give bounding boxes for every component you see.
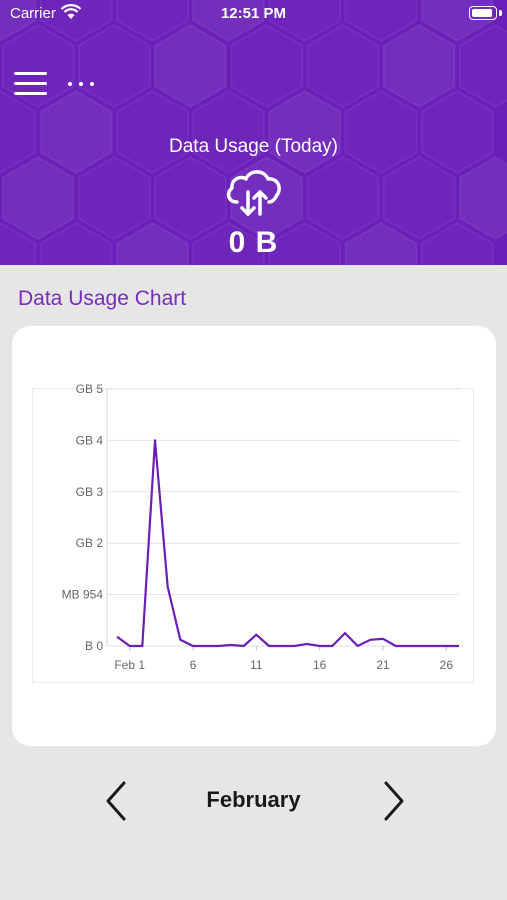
hexagon-tile bbox=[39, 89, 113, 175]
hexagon-tile bbox=[268, 0, 342, 43]
hexagon-tile bbox=[115, 221, 189, 265]
x-tick-label: 21 bbox=[376, 658, 390, 672]
y-tick-label: GB 2 bbox=[76, 536, 104, 550]
hexagon-tile bbox=[458, 155, 507, 241]
wifi-icon bbox=[60, 4, 82, 19]
x-tick-label: 11 bbox=[250, 658, 263, 672]
hexagon-tile bbox=[344, 0, 418, 43]
y-tick-label: GB 4 bbox=[76, 433, 104, 447]
hexagon-tile bbox=[1, 23, 75, 109]
battery-nub bbox=[499, 10, 502, 16]
hexagon-tile bbox=[39, 221, 113, 265]
usage-line-chart: B 0 MB 954 GB 2 GB 3 GB 4 GB 5 Feb 1 6 11 16 21 26 bbox=[62, 382, 459, 672]
hexagon-tile bbox=[382, 23, 456, 109]
hexagon-tile bbox=[192, 89, 266, 175]
hexagon-tile bbox=[192, 221, 266, 265]
hexagon-tile bbox=[77, 23, 151, 109]
hexagon-tile bbox=[344, 221, 418, 265]
hexagon-tile bbox=[192, 0, 266, 43]
usage-value: 0 B bbox=[228, 226, 279, 259]
clock: 12:51 PM bbox=[220, 5, 287, 22]
month-label: February bbox=[206, 787, 301, 812]
x-tick-label: 6 bbox=[190, 658, 197, 672]
hexagon-tile bbox=[39, 0, 113, 43]
x-tick-label: Feb 1 bbox=[114, 658, 145, 672]
usage-title: Data Usage (Today) bbox=[169, 136, 338, 157]
hexagon-tile bbox=[268, 221, 342, 265]
hexagon-tile bbox=[115, 0, 189, 43]
hexagon-tile bbox=[344, 89, 418, 175]
cloud-transfer-icon bbox=[226, 170, 281, 216]
hexagon-tile bbox=[77, 155, 151, 241]
status-bar: Carrier 12:51 PM bbox=[0, 0, 507, 28]
y-tick-label: MB 954 bbox=[62, 588, 104, 602]
hexagon-tile bbox=[268, 89, 342, 175]
y-tick-label: B 0 bbox=[85, 639, 103, 653]
carrier-label: Carrier bbox=[10, 5, 56, 22]
x-tick-label: 26 bbox=[440, 658, 454, 672]
month-navigator: February bbox=[0, 770, 507, 832]
hexagon-tile bbox=[420, 221, 494, 265]
hexagon-tile bbox=[154, 23, 227, 109]
hexagon-pattern-background bbox=[0, 0, 507, 265]
hexagon-tile bbox=[230, 23, 304, 109]
x-tick-label: 16 bbox=[313, 658, 327, 672]
hexagon-tile bbox=[154, 155, 227, 241]
hexagon-tile bbox=[115, 89, 189, 175]
battery-level bbox=[472, 9, 492, 17]
y-tick-label: GB 3 bbox=[76, 485, 104, 499]
menu-button[interactable] bbox=[14, 72, 47, 96]
header: Carrier 12:51 PM Data Usage (Today) 0 B bbox=[0, 0, 507, 265]
hexagon-tile bbox=[0, 0, 37, 43]
chevron-left-icon[interactable] bbox=[98, 778, 138, 824]
chart-card: B 0 MB 954 GB 2 GB 3 GB 4 GB 5 Feb 1 6 11 16 21 26 bbox=[12, 326, 496, 746]
more-options-button[interactable] bbox=[68, 78, 98, 90]
hexagon-tile bbox=[1, 155, 75, 241]
hexagon-tile bbox=[0, 89, 37, 175]
hexagon-tile bbox=[420, 89, 494, 175]
y-tick-label: GB 5 bbox=[76, 382, 104, 396]
hexagon-tile bbox=[306, 23, 380, 109]
usage-series-line bbox=[116, 439, 459, 648]
section-title: Data Usage Chart bbox=[18, 287, 187, 310]
hexagon-tile bbox=[458, 23, 507, 109]
chevron-right-icon[interactable] bbox=[372, 778, 412, 824]
hexagon-tile bbox=[382, 155, 456, 241]
battery-icon bbox=[469, 6, 497, 20]
hexagon-tile bbox=[306, 155, 380, 241]
